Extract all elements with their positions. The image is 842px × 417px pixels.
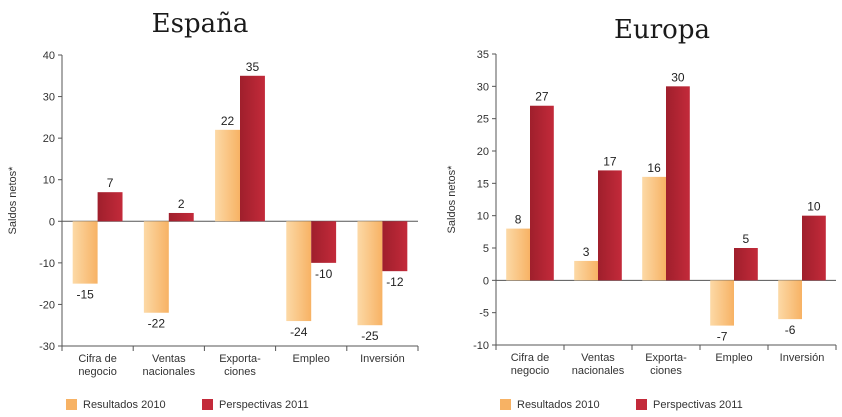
data-label: 17 — [603, 154, 617, 168]
y-tick-label: 25 — [477, 114, 489, 126]
bar-perspectivas-2011 — [666, 86, 690, 281]
y-tick-label: 20 — [477, 146, 489, 158]
x-tick-label: Empleo — [715, 352, 752, 364]
legend-label: Perspectivas 2011 — [219, 399, 309, 411]
bar-perspectivas-2011 — [530, 105, 554, 281]
data-label: 16 — [647, 161, 661, 175]
x-tick-label: Cifra de negocio — [78, 353, 117, 378]
y-tick-label: 20 — [43, 133, 55, 145]
legend-swatch — [202, 399, 213, 410]
bar-perspectivas-2011 — [240, 75, 265, 222]
legend-swatch — [500, 399, 511, 410]
y-tick-label: -20 — [39, 299, 55, 311]
data-label: 30 — [671, 70, 685, 84]
bar-perspectivas-2011 — [382, 221, 408, 272]
y-tick-label: 30 — [43, 92, 55, 104]
x-tick-label: Exporta-ciones — [219, 353, 261, 378]
y-tick-label: 15 — [477, 178, 489, 190]
x-tick-label: Ventas nacionales — [572, 352, 625, 377]
y-axis-label: Saldos netos* — [7, 166, 19, 235]
y-tick-label: 35 — [477, 49, 489, 61]
data-label: 5 — [743, 232, 750, 246]
bar-resultados-2010 — [642, 176, 666, 281]
y-tick-label: -5 — [479, 308, 489, 320]
y-tick-label: -10 — [473, 340, 489, 352]
y-tick-label: -30 — [39, 341, 55, 353]
bar-resultados-2010 — [710, 280, 734, 326]
legend: Resultados 2010 Perspectivas 2011 — [66, 399, 309, 411]
y-tick-label: 10 — [477, 211, 489, 223]
bar-resultados-2010 — [143, 221, 169, 313]
legend: Resultados 2010 Perspectivas 2011 — [500, 399, 743, 411]
data-label: 10 — [807, 200, 821, 214]
data-label: -24 — [290, 325, 308, 339]
x-tick-label: Ventas nacionales — [143, 353, 196, 378]
x-tick-label: Inversión — [780, 352, 825, 364]
data-label: -10 — [315, 267, 333, 281]
bar-resultados-2010 — [72, 221, 98, 284]
data-label: 22 — [221, 114, 235, 128]
y-axis-label: Saldos netos* — [446, 165, 458, 234]
chart-title: España — [152, 9, 249, 39]
legend-label: Resultados 2010 — [83, 399, 166, 411]
bar-perspectivas-2011 — [311, 221, 337, 263]
bar-resultados-2010 — [506, 228, 530, 281]
y-tick-label: 40 — [43, 50, 55, 62]
data-label: 3 — [583, 245, 590, 259]
data-label: -15 — [76, 288, 94, 302]
chart-title: Europa — [614, 15, 710, 45]
y-tick-label: 5 — [483, 243, 489, 255]
data-label: 2 — [178, 197, 185, 211]
bar-perspectivas-2011 — [168, 212, 194, 222]
y-tick-label: 10 — [43, 175, 55, 187]
bar-perspectivas-2011 — [734, 248, 758, 281]
data-label: -6 — [785, 323, 796, 337]
data-label: -7 — [717, 330, 728, 344]
x-tick-label: Exporta-ciones — [645, 352, 687, 377]
bar-perspectivas-2011 — [97, 192, 123, 222]
x-tick-label: Empleo — [293, 353, 330, 365]
data-label: -25 — [361, 329, 379, 343]
legend-label: Resultados 2010 — [517, 399, 600, 411]
data-label: 27 — [535, 90, 549, 104]
x-tick-label: Inversión — [360, 353, 405, 365]
bar-perspectivas-2011 — [802, 215, 826, 281]
data-label: 7 — [107, 176, 114, 190]
y-tick-label: -10 — [39, 258, 55, 270]
legend-swatch — [636, 399, 647, 410]
chart-espana: España Saldos netos* -30 -20 -10 0 10 20 30 40 Cif… — [7, 9, 419, 411]
bar-resultados-2010 — [778, 280, 802, 320]
bar-resultados-2010 — [286, 221, 312, 322]
legend-label: Perspectivas 2011 — [653, 399, 743, 411]
data-label: -22 — [148, 317, 166, 331]
bar-resultados-2010 — [215, 129, 240, 222]
data-label: -12 — [386, 275, 404, 289]
y-tick-label: 0 — [483, 275, 489, 287]
bar-perspectivas-2011 — [598, 170, 622, 281]
bar-resultados-2010 — [357, 221, 383, 326]
x-tick-label: Cifra de negocio — [511, 352, 550, 377]
y-tick-label: 0 — [49, 216, 55, 228]
y-tick-label: 30 — [477, 81, 489, 93]
data-label: 8 — [515, 213, 522, 227]
legend-swatch — [66, 399, 77, 410]
data-label: 35 — [246, 60, 260, 74]
bar-resultados-2010 — [574, 260, 598, 281]
